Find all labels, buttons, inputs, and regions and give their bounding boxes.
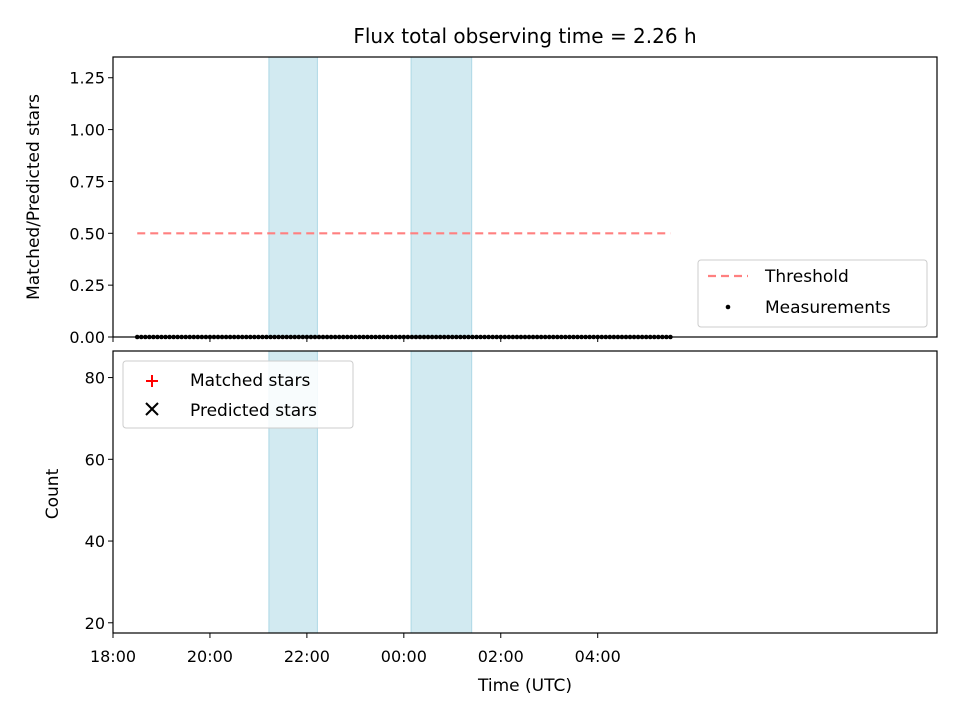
x-tick-label: 22:00 — [284, 647, 330, 666]
predicted-legend-label: Predicted stars — [190, 401, 317, 421]
shaded-interval — [410, 56, 473, 338]
top-series — [134, 232, 673, 340]
bottom-y-axis: 20 40 60 80 — [85, 369, 113, 633]
x-axis-label: Time (UTC) — [477, 676, 572, 696]
x-tick-label: 00:00 — [381, 647, 427, 666]
bottom-legend-box — [122, 360, 354, 429]
y-tick-label: 1.00 — [69, 121, 105, 140]
top-x-ticks — [112, 337, 599, 342]
chart-title: Flux total observing time = 2.26 h — [353, 24, 696, 48]
measurements-legend-label: Measurements — [765, 298, 891, 318]
x-tick-label: 20:00 — [187, 647, 233, 666]
top-shaded-intervals — [268, 56, 473, 338]
matched-legend-swatch — [146, 375, 158, 387]
y-tick-label: 60 — [85, 450, 105, 469]
predicted-legend-swatch — [145, 402, 159, 416]
threshold-legend-label: Threshold — [764, 267, 849, 287]
y-tick-label: 0.00 — [69, 328, 105, 347]
y-tick-label: 0.75 — [69, 172, 105, 191]
top-legend: Threshold Measurements — [697, 259, 928, 328]
bottom-plot-frame — [112, 350, 938, 634]
bottom-legend: Matched stars Predicted stars — [122, 360, 354, 429]
x-axis-ticks: 18:00 20:00 22:00 00:00 02:00 04:00 — [90, 633, 621, 666]
shaded-interval — [410, 350, 473, 634]
x-tick-label: 04:00 — [575, 647, 621, 666]
top-y-axis-label: Matched/Predicted stars — [24, 94, 44, 300]
y-tick-label: 0.50 — [69, 224, 105, 243]
y-tick-label: 0.25 — [69, 276, 105, 295]
top-plot-frame — [112, 56, 938, 338]
y-tick-label: 20 — [85, 614, 105, 633]
x-tick-label: 18:00 — [90, 647, 136, 666]
y-tick-label: 80 — [85, 369, 105, 388]
top-y-axis: 0.00 0.25 0.50 0.75 1.00 1.25 — [69, 69, 113, 347]
y-tick-label: 40 — [85, 532, 105, 551]
bottom-y-axis-label: Count — [43, 468, 63, 519]
matched-legend-label: Matched stars — [190, 371, 310, 391]
top-panel: 0.00 0.25 0.50 0.75 1.00 1.25 Matched/Predict… — [24, 56, 938, 347]
x-tick-label: 02:00 — [478, 647, 524, 666]
measurements-legend-swatch — [725, 304, 731, 310]
top-legend-box — [697, 259, 928, 328]
y-tick-label: 1.25 — [69, 69, 105, 88]
shaded-interval — [268, 56, 318, 338]
